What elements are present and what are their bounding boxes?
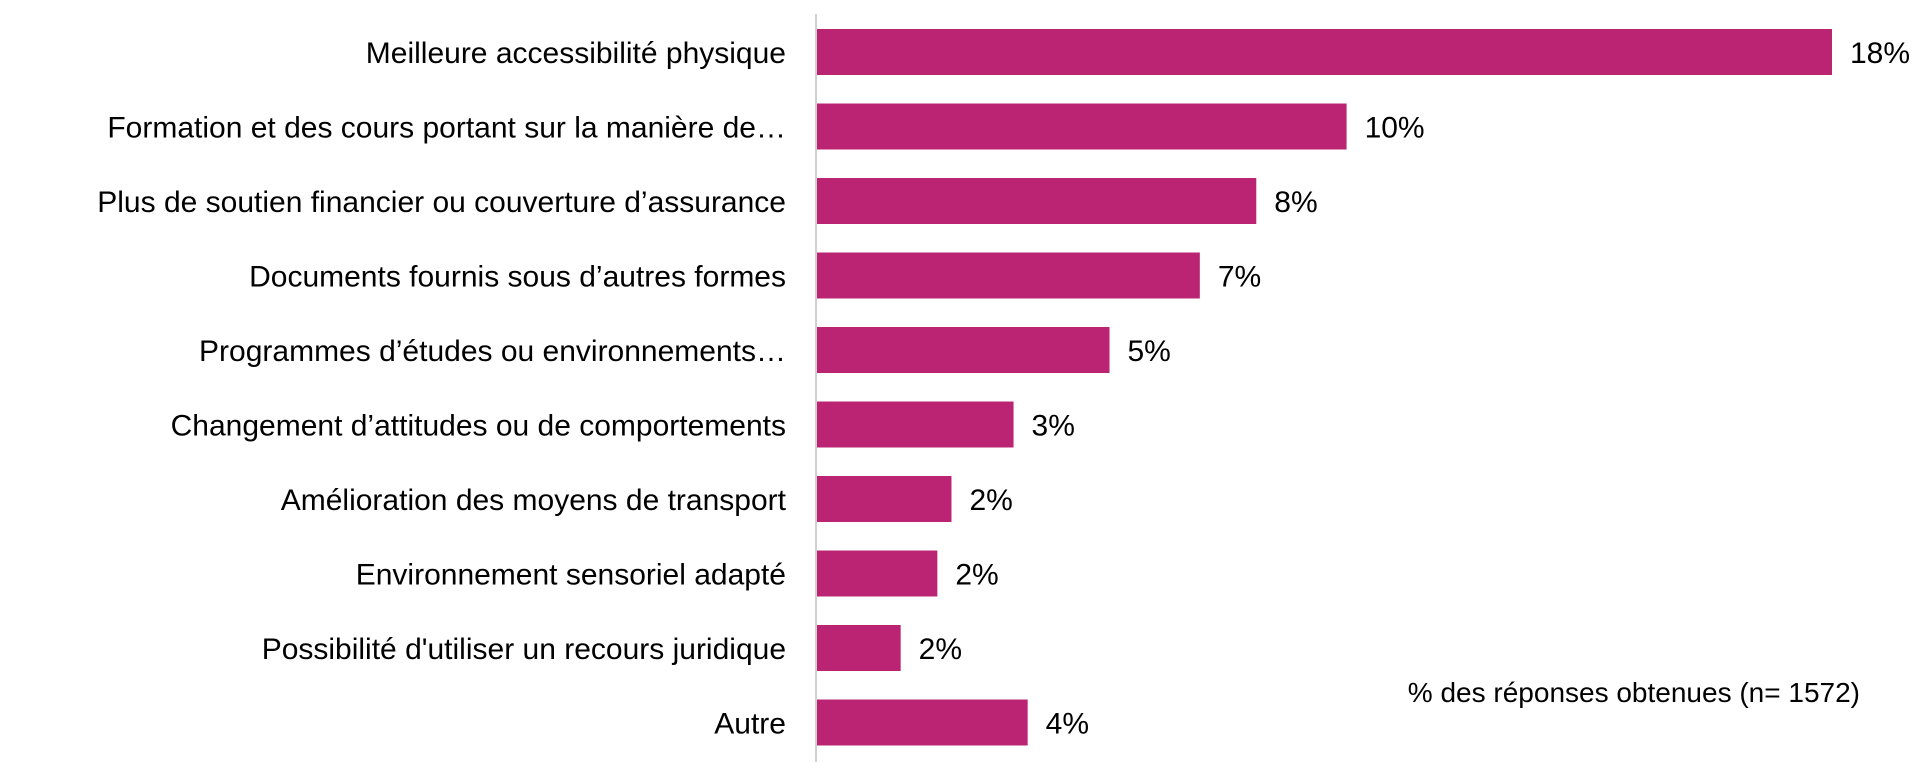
value-label-10: 4% [1046,708,1089,741]
value-label-5: 5% [1128,335,1171,368]
bar-10 [816,699,1028,746]
value-label-7: 2% [969,484,1012,517]
value-label-4: 7% [1218,261,1261,294]
value-label-2: 10% [1365,112,1425,145]
category-label-7: Amélioration des moyens de transport [281,484,787,517]
category-label-9: Possibilité d'utiliser un recours juridi… [262,633,786,666]
bar-7 [816,476,952,522]
category-label-5: Programmes d’études ou environnements… [199,335,786,368]
value-label-1: 18% [1850,37,1910,70]
category-label-6: Changement d’attitudes ou de comportemen… [171,410,786,443]
value-label-6: 3% [1032,410,1075,443]
category-label-3: Plus de soutien financier ou couverture … [97,186,786,219]
value-label-3: 8% [1274,186,1317,219]
bar-1 [816,29,1832,75]
bar-6 [816,401,1014,448]
sample-size-note: % des réponses obtenues (n= 1572) [1408,677,1860,708]
bar-3 [816,178,1257,224]
category-label-1: Meilleure accessibilité physique [366,37,786,70]
category-label-10: Autre [714,708,786,741]
bar-2 [816,103,1347,150]
value-label-9: 2% [919,633,962,666]
value-label-8: 2% [955,559,998,592]
bar-5 [816,327,1110,373]
bars-group [816,29,1832,746]
bar-9 [816,625,901,671]
category-label-2: Formation et des cours portant sur la ma… [107,112,786,145]
category-labels-group: Meilleure accessibilité physique Formatio… [97,37,786,741]
category-label-4: Documents fournis sous d’autres formes [249,261,786,294]
value-labels-group: 18% 10% 8% 7% 5% 3% 2% 2% 2% 4% [919,37,1910,741]
category-label-8: Environnement sensoriel adapté [356,559,786,592]
bar-8 [816,550,938,597]
bar-4 [816,252,1200,299]
